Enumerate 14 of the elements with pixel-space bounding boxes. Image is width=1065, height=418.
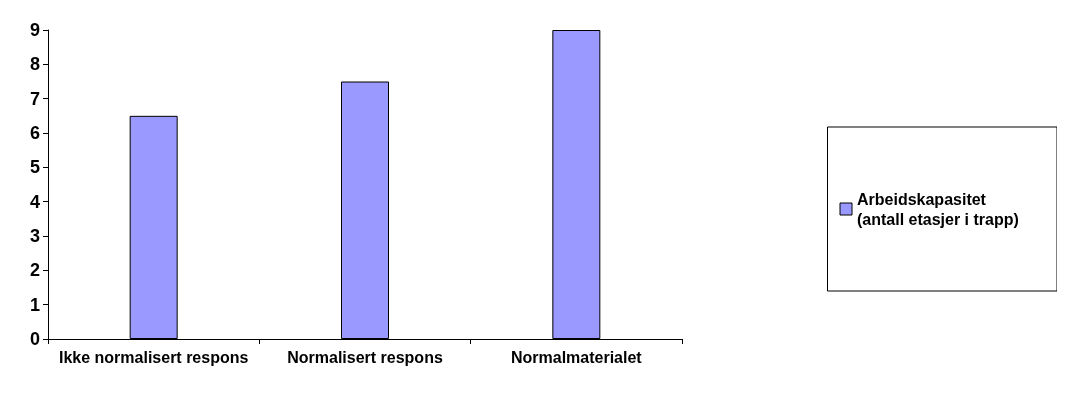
x-tick-label: Normalisert respons [287,348,443,366]
y-tick-label: 5 [29,157,40,178]
y-tick-label: 1 [29,294,40,315]
y-tick-label: 3 [29,226,40,246]
y-tick-label: 2 [29,260,40,281]
x-tick-label: Normalmaterialet [510,348,643,366]
y-tick-label: 7 [29,88,40,109]
y-tick-label: 4 [29,191,40,212]
legend-label: Arbeidskapasitet (antall etasjer i trapp) [857,190,1019,228]
y-tick-label: 9 [29,20,40,40]
y-tick-label: 0 [29,329,40,349]
x-tick-label: Ikke normalisert respons [58,348,249,366]
y-tick-label: 6 [29,123,40,143]
y-tick-label: 8 [29,54,40,75]
